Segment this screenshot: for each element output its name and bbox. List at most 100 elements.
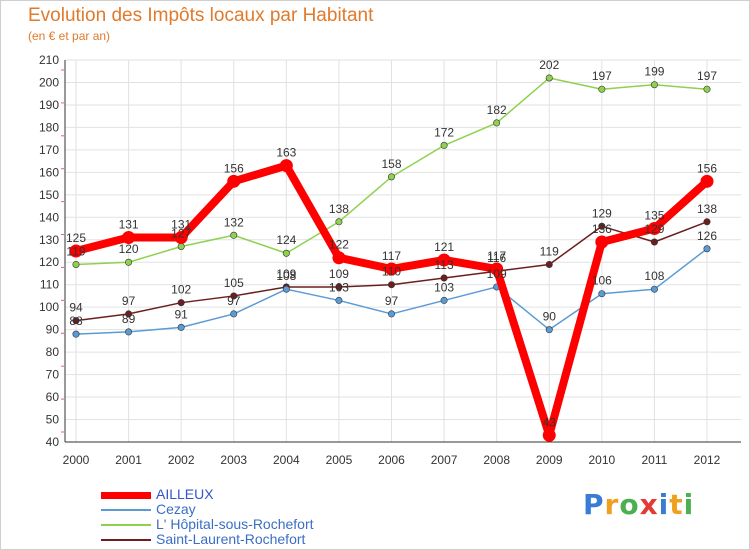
data-point <box>437 253 451 267</box>
data-label: 105 <box>224 276 244 290</box>
proxiti-logo: Proxiti <box>583 488 694 521</box>
data-point <box>598 222 606 230</box>
data-point <box>335 296 343 304</box>
x-tick-label: 2006 <box>378 453 405 467</box>
data-label: 158 <box>381 157 401 171</box>
data-label: 97 <box>227 294 241 308</box>
data-point <box>700 174 714 188</box>
chart-title: Evolution des Impôts locaux par Habitant <box>28 5 374 26</box>
y-tick-label: 130 <box>39 233 59 247</box>
x-tick-label: 2000 <box>63 453 90 467</box>
data-label: 109 <box>276 267 296 281</box>
data-label: 88 <box>69 314 83 328</box>
data-point <box>647 222 661 236</box>
data-point <box>177 243 185 251</box>
data-point <box>335 283 343 291</box>
y-tick-label: 150 <box>39 188 59 202</box>
data-label: 102 <box>171 283 191 297</box>
y-tick-label: 180 <box>39 120 59 134</box>
data-point <box>227 174 241 188</box>
y-tick-label: 190 <box>39 98 59 112</box>
data-point <box>598 85 606 93</box>
y-tick-label: 160 <box>39 165 59 179</box>
data-label: 199 <box>644 65 664 79</box>
data-label: 124 <box>276 233 296 247</box>
data-point <box>440 296 448 304</box>
data-label: 156 <box>224 161 244 175</box>
data-label: 119 <box>66 244 85 258</box>
data-label: 94 <box>69 301 83 315</box>
y-tick-label: 200 <box>39 75 59 89</box>
data-label: 126 <box>697 229 717 243</box>
data-point <box>387 310 395 318</box>
data-point <box>387 173 395 181</box>
data-label: 197 <box>592 69 612 83</box>
x-tick-label: 2010 <box>588 453 615 467</box>
data-point <box>282 249 290 257</box>
data-point <box>230 310 238 318</box>
x-tick-label: 2009 <box>536 453 563 467</box>
brand-letter: x <box>639 488 659 521</box>
data-point <box>125 258 133 266</box>
data-label: 125 <box>66 231 86 245</box>
plot-area <box>65 60 741 442</box>
y-tick-label: 170 <box>39 143 59 157</box>
data-label: 122 <box>329 238 349 252</box>
data-label: 117 <box>382 249 401 263</box>
data-label: 135 <box>644 209 664 223</box>
data-point <box>332 251 346 265</box>
legend-label: AILLEUX <box>156 486 214 502</box>
data-point <box>598 290 606 298</box>
data-label: 97 <box>122 294 136 308</box>
data-label: 156 <box>697 161 717 175</box>
x-tick-label: 2002 <box>168 453 195 467</box>
data-point <box>72 330 80 338</box>
x-tick-label: 2011 <box>642 453 668 467</box>
data-point <box>177 299 185 307</box>
data-label: 197 <box>697 69 717 83</box>
y-tick-label: 90 <box>46 323 60 337</box>
x-tick-label: 2012 <box>694 453 721 467</box>
y-tick-label: 100 <box>39 300 59 314</box>
data-point <box>493 119 501 127</box>
data-label: 131 <box>119 218 139 232</box>
data-label: 113 <box>435 258 454 272</box>
data-label: 103 <box>329 280 349 294</box>
data-label: 182 <box>487 103 507 117</box>
x-tick-label: 2003 <box>220 453 247 467</box>
data-label: 90 <box>543 310 557 324</box>
data-label: 132 <box>224 215 244 229</box>
data-label: 106 <box>592 274 612 288</box>
data-label: 108 <box>276 269 296 283</box>
data-label: 109 <box>487 267 507 281</box>
y-tick-label: 80 <box>46 345 60 359</box>
legend-label: Saint-Laurent-Rochefort <box>156 531 306 547</box>
data-point <box>282 285 290 293</box>
data-point <box>72 317 80 325</box>
data-label: 163 <box>276 146 296 160</box>
data-label: 138 <box>329 202 349 216</box>
data-point <box>230 231 238 239</box>
data-label: 121 <box>434 240 454 254</box>
y-tick-label: 40 <box>46 435 60 449</box>
data-point <box>545 74 553 82</box>
data-point <box>703 85 711 93</box>
legend-label: L' Hôpital-sous-Rochefort <box>156 516 314 532</box>
legend-swatch <box>101 539 151 541</box>
y-tick-label: 70 <box>46 368 60 382</box>
data-point <box>279 159 293 173</box>
data-label: 89 <box>122 312 136 326</box>
x-tick-label: 2004 <box>273 453 300 467</box>
data-point <box>385 262 398 276</box>
data-label: 91 <box>174 307 188 321</box>
data-point <box>490 262 504 276</box>
data-point <box>545 260 553 268</box>
x-tick-label: 2001 <box>115 453 142 467</box>
data-point <box>650 81 658 89</box>
brand-letter: t <box>669 488 684 521</box>
data-point <box>545 326 553 334</box>
data-label: 138 <box>697 202 717 216</box>
data-point <box>122 231 136 245</box>
